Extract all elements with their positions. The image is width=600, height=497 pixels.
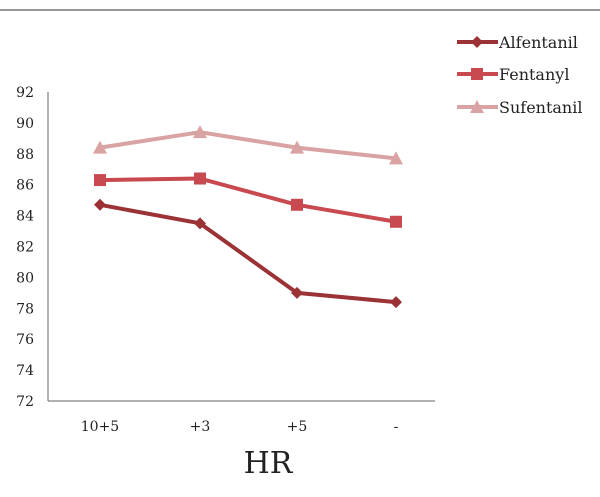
legend-marker-alfentanil: [471, 36, 483, 48]
axes: 72 74 76 78 80 82 84 86 88 90 92 10+5 +3 +5 -: [16, 85, 435, 435]
series-fentanyl: [94, 172, 402, 228]
data-point-fentanyl: [390, 215, 402, 228]
legend-item-fentanyl: Fentanyl: [457, 65, 569, 84]
y-tick-label: 88: [16, 147, 34, 163]
x-tick-label: +5: [287, 419, 308, 435]
data-point-alfentanil: [291, 286, 303, 299]
y-tick-label: 86: [16, 178, 34, 194]
data-point-fentanyl: [94, 174, 106, 187]
legend-label-fentanyl: Fentanyl: [499, 65, 569, 84]
x-tick-label: +3: [190, 419, 211, 435]
legend-marker-fentanyl: [471, 68, 483, 80]
legend: Alfentanil Fentanyl Sufentanil: [457, 33, 582, 117]
y-tick-label: 90: [16, 116, 34, 132]
series-line-sufentanil: [99, 130, 397, 161]
x-tick-label: 10+5: [81, 419, 119, 435]
legend-item-alfentanil: Alfentanil: [457, 33, 578, 52]
series-alfentanil: [94, 198, 402, 309]
legend-label-alfentanil: Alfentanil: [498, 33, 578, 52]
legend-label-sufentanil: Sufentanil: [499, 98, 582, 117]
data-point-sufentanil: [389, 151, 403, 165]
x-tick-label: -: [394, 419, 399, 435]
y-tick-label: 92: [16, 85, 34, 101]
y-tick-label: 84: [16, 209, 34, 225]
data-point-alfentanil: [94, 198, 106, 211]
y-tick-label: 82: [16, 240, 34, 256]
data-point-sufentanil: [290, 140, 304, 154]
data-point-sufentanil: [93, 140, 107, 154]
y-tick-label: 74: [16, 363, 34, 379]
legend-item-sufentanil: Sufentanil: [457, 98, 582, 117]
series-sufentanil: [93, 125, 403, 165]
x-axis-title: HR: [244, 446, 294, 481]
data-point-sufentanil: [193, 125, 207, 139]
series-layer: [93, 125, 403, 309]
data-point-alfentanil: [390, 296, 402, 309]
data-point-fentanyl: [194, 172, 206, 185]
data-point-fentanyl: [291, 198, 303, 211]
legend-marker-sufentanil: [470, 100, 484, 113]
y-tick-label: 76: [16, 332, 34, 348]
y-tick-label: 78: [16, 301, 34, 317]
series-line-fentanyl: [99, 176, 397, 224]
series-line-alfentanil: [99, 202, 397, 305]
data-point-alfentanil: [194, 217, 206, 230]
y-tick-label: 72: [16, 394, 34, 410]
y-tick-label: 80: [16, 270, 34, 286]
